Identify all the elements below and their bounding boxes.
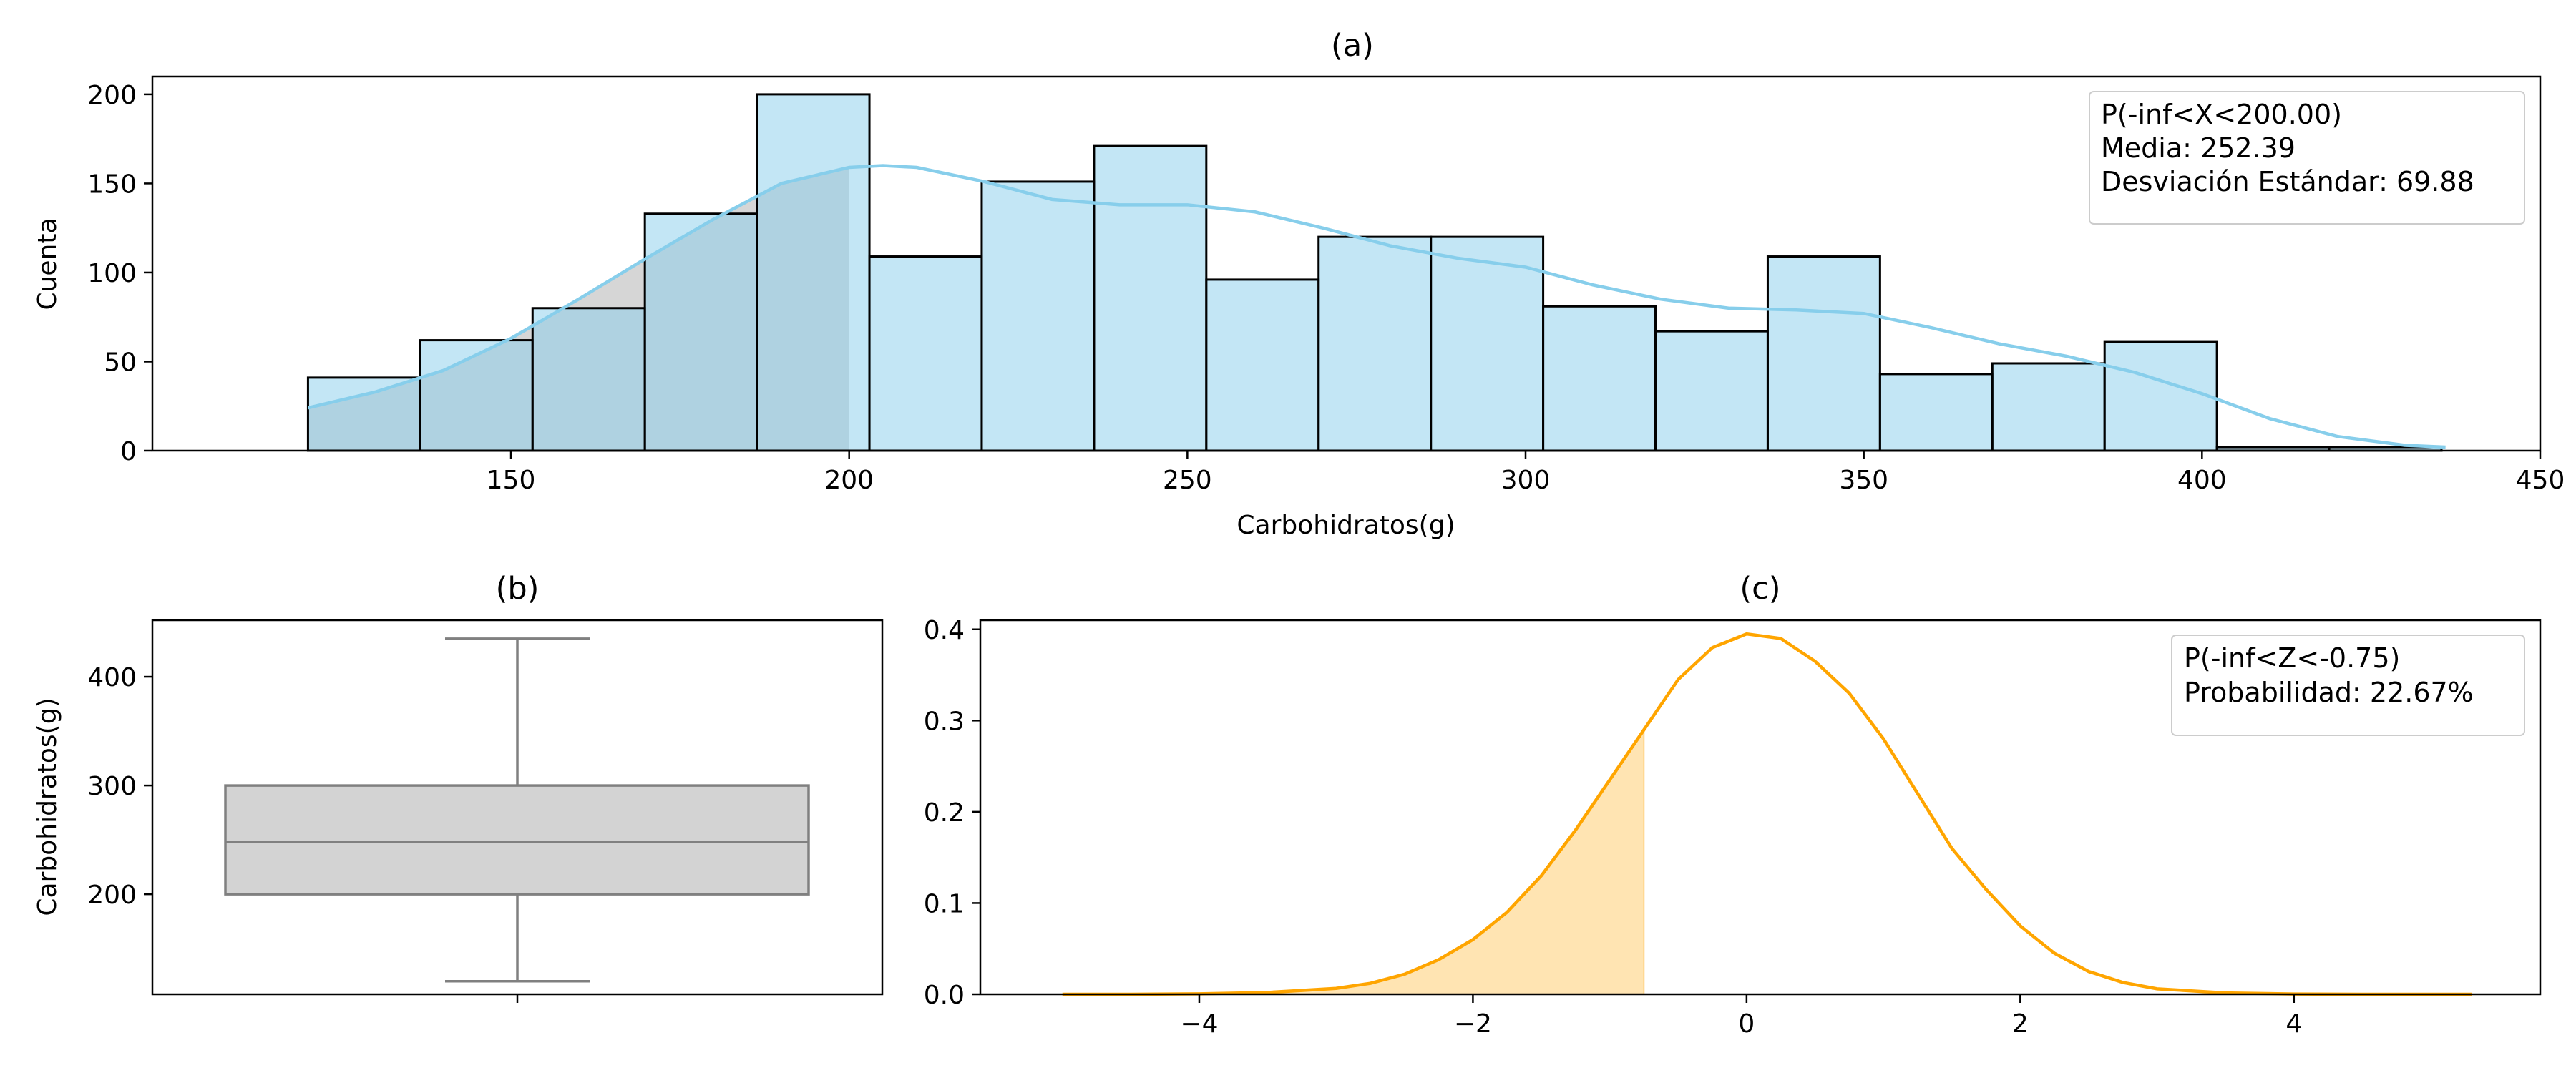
panel-a-title: (a): [1331, 28, 1374, 64]
histogram-bar: [306, 376, 421, 452]
y-axis-ticks-b: 200 300 400: [87, 663, 152, 910]
x-axis-a-tick-label: 300: [1501, 466, 1551, 495]
panel-c-frame: [979, 619, 2542, 996]
y-axis-label-a: Cuenta: [33, 217, 62, 310]
iqr-box: [224, 784, 810, 896]
y-axis-c-tick-label: 0.2: [924, 798, 965, 828]
x-axis-c-tick-label: 2: [2012, 1009, 2029, 1039]
y-axis-a-tick-label: 0: [120, 437, 137, 466]
y-axis-c-tick-label: 0.1: [924, 889, 965, 918]
histogram-bar: [980, 180, 1096, 452]
histogram-bar: [1317, 235, 1433, 452]
histogram-bar: [1205, 278, 1320, 452]
histogram-bar: [1430, 235, 1545, 452]
histogram-bar: [643, 212, 758, 452]
kde-line: [307, 164, 2446, 449]
x-axis-label-a: Carbohidratos(g): [1236, 511, 1455, 540]
y-axis-a-tick-label: 150: [87, 170, 137, 199]
panel-c-density: (c) −4 −2 0 2 4 0.0 0.1 0.2 0.3 0.4 P(-inf<Z<-0.…: [924, 571, 2542, 1039]
y-axis-ticks-a: 0 50 100 150 200: [87, 81, 152, 466]
histogram-bar: [1878, 373, 1994, 452]
x-axis-a-tick-label: 400: [2177, 466, 2227, 495]
legend-a-line-3: Desviación Estándar: 69.88: [2101, 166, 2474, 197]
x-axis-ticks-c: −4 −2 0 2 4: [1180, 994, 2302, 1039]
boxplot: [224, 637, 810, 983]
histogram-bar: [1542, 305, 1657, 452]
histogram-bar: [1654, 330, 1769, 452]
x-axis-a-tick-label: 250: [1163, 466, 1212, 495]
y-axis-label-b: Carbohidratos(g): [33, 697, 62, 916]
histogram-bar: [531, 307, 646, 452]
y-axis-b-tick-label: 400: [87, 663, 137, 692]
x-axis-c-tick-label: −2: [1454, 1009, 1492, 1039]
x-axis-ticks-a: 150 200 250 300 350 400 450: [487, 451, 2565, 495]
legend-a-line-1: P(-inf<X<200.00): [2101, 99, 2342, 130]
x-axis-c-tick-label: 0: [1738, 1009, 1755, 1039]
panel-b-title: (b): [496, 571, 540, 607]
y-axis-b-tick-label: 200: [87, 881, 137, 910]
histogram-bar: [1766, 255, 1881, 452]
x-axis-a-tick-label: 150: [487, 466, 536, 495]
legend-c-line-2: Probabilidad: 22.67%: [2184, 677, 2474, 708]
legend-c: P(-inf<Z<-0.75) Probabilidad: 22.67%: [2171, 635, 2525, 736]
y-axis-a-tick-label: 200: [87, 81, 137, 110]
panel-a-frame: [151, 75, 2542, 452]
panel-a-histogram: (a) 150 200 250 300 350 400 450 0 50 100 150 200 C…: [33, 28, 2565, 540]
density-line-path: [1062, 632, 2472, 996]
legend-box-a: [2089, 91, 2525, 225]
x-axis-c-tick-label: −4: [1180, 1009, 1218, 1039]
histogram-bar: [756, 93, 871, 452]
histogram-bar: [2103, 340, 2218, 452]
panel-b-boxplot: (b) 200 300 400 Carbohidratos(g): [33, 571, 884, 1003]
x-axis-c-tick-label: 4: [2285, 1009, 2302, 1039]
legend-box-c: [2171, 635, 2525, 736]
kde-line-path: [307, 164, 2446, 449]
legend-a-line-2: Media: 252.39: [2101, 132, 2296, 164]
y-axis-b-tick-label: 300: [87, 772, 137, 801]
y-axis-c-tick-label: 0.4: [924, 616, 965, 645]
panel-c-title: (c): [1740, 571, 1780, 607]
y-axis-c-tick-label: 0.0: [924, 981, 965, 1010]
x-axis-a-tick-label: 200: [824, 466, 874, 495]
y-axis-a-tick-label: 50: [104, 348, 137, 377]
histogram-bar: [419, 339, 534, 452]
y-axis-c-tick-label: 0.3: [924, 707, 965, 736]
x-axis-a-tick-label: 350: [1839, 466, 1888, 495]
x-axis-a-tick-label: 450: [2516, 466, 2565, 495]
histogram-bar: [1991, 362, 2106, 452]
legend-a: P(-inf<X<200.00) Media: 252.39 Desviació…: [2089, 91, 2525, 225]
shaded-area-c-fill: [1062, 727, 1645, 995]
shaded-area-c: [1062, 727, 1645, 995]
legend-c-line-1: P(-inf<Z<-0.75): [2184, 642, 2400, 674]
histogram-bar: [868, 255, 983, 452]
y-axis-ticks-c: 0.0 0.1 0.2 0.3 0.4: [924, 616, 980, 1010]
density-line: [1062, 632, 2472, 996]
y-axis-a-tick-label: 100: [87, 259, 137, 288]
histogram-bar: [1093, 144, 1208, 452]
